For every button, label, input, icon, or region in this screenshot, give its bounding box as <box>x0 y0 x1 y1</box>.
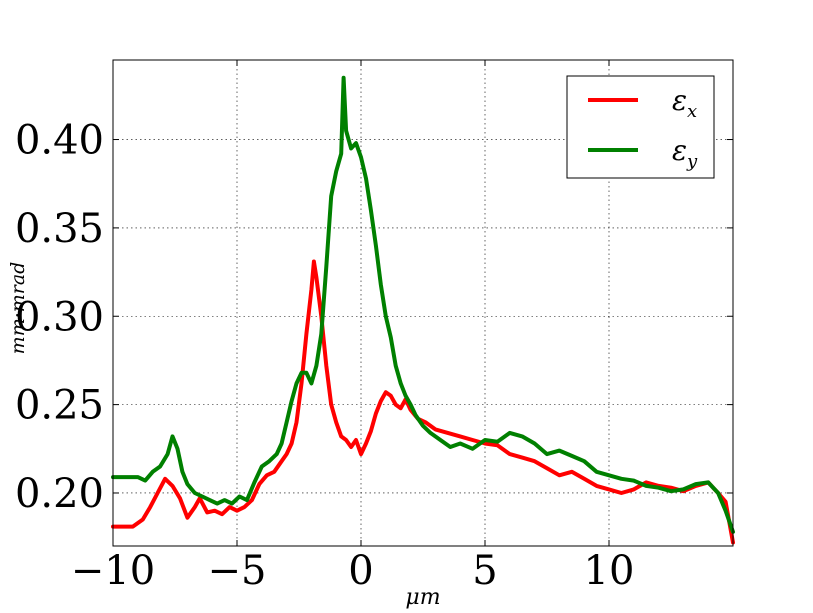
x-axis-label: μm <box>405 585 440 610</box>
y-tick-label: 0.25 <box>15 383 104 429</box>
y-tick-label: 0.40 <box>15 118 104 164</box>
series-line-ey <box>111 75 735 534</box>
x-tick-labels: −10 −5 0 5 10 <box>71 548 635 594</box>
plot-frame <box>112 59 734 547</box>
y-tick-label: 0.35 <box>15 206 104 252</box>
legend-label-ey: εy <box>672 134 698 172</box>
y-tick-label: 0.30 <box>15 294 104 340</box>
y-tick-label: 0.20 <box>15 471 104 517</box>
x-tick-label: −5 <box>208 548 267 594</box>
y-axis-label: mm·mrad <box>7 262 29 355</box>
x-tick-label: 0 <box>348 548 373 594</box>
legend-label-ex: εx <box>672 84 697 122</box>
x-tick-label: 10 <box>584 548 635 594</box>
series-lines <box>111 75 735 545</box>
legend-box <box>566 75 715 179</box>
series-line-ex <box>111 259 735 545</box>
legend: εx εy <box>566 75 715 179</box>
x-tick-label: 5 <box>472 548 497 594</box>
x-tick-label: −10 <box>71 548 155 594</box>
y-tick-labels: 0.20 0.25 0.30 0.35 0.40 <box>15 118 104 517</box>
axis-ticks <box>112 60 733 546</box>
